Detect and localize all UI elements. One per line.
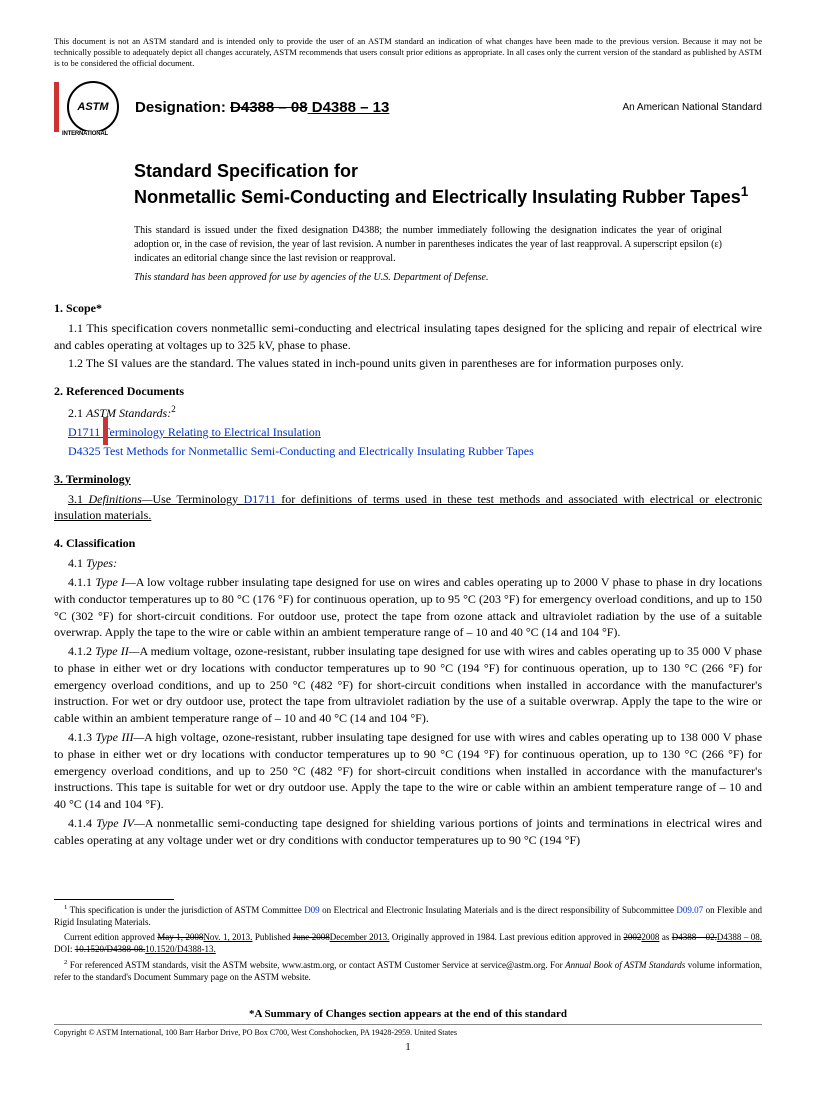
disclaimer-text: This document is not an ASTM standard an… <box>54 36 762 69</box>
standard-title: Standard Specification for Nonmetallic S… <box>134 159 762 210</box>
para-4-1-3: 4.1.3 Type III—A high voltage, ozone-res… <box>54 729 762 813</box>
footnote-rule <box>54 899 174 900</box>
header-row: ASTM INTERNATIONAL Designation: D4388 – … <box>54 79 762 135</box>
para-2-1: 2.1 ASTM Standards:2 <box>54 403 762 422</box>
section-refdocs: 2. Referenced Documents <box>54 384 762 399</box>
dod-note: This standard has been approved for use … <box>134 272 722 283</box>
footnote-1b: Current edition approved May 1, 2008Nov.… <box>54 931 762 955</box>
designation-text: Designation: D4388 – 08 D4388 – 13 <box>135 99 389 116</box>
ref-link[interactable]: D09.07 <box>676 905 703 915</box>
page-number: 1 <box>54 1041 762 1053</box>
footnote-1: 1 This specification is under the jurisd… <box>54 903 762 928</box>
para-4-1-2: 4.1.2 Type II—A medium voltage, ozone-re… <box>54 643 762 727</box>
ref-link[interactable]: D1711 <box>244 492 276 506</box>
para-1-2: 1.2 The SI values are the standard. The … <box>54 355 762 372</box>
old-designation: D4388 – 08 <box>230 99 308 116</box>
change-bar-icon <box>103 417 108 445</box>
section-terminology: 3. Terminology <box>54 472 762 487</box>
issuance-note: This standard is issued under the fixed … <box>134 224 722 266</box>
copyright-text: Copyright © ASTM International, 100 Barr… <box>54 1024 762 1037</box>
summary-changes: *A Summary of Changes section appears at… <box>54 1008 762 1020</box>
footnote-2: 2 For referenced ASTM standards, visit t… <box>54 958 762 983</box>
ref-link[interactable]: D09 <box>304 905 320 915</box>
para-4-1-1: 4.1.1 Type I—A low voltage rubber insula… <box>54 574 762 641</box>
new-designation: D4388 – 13 <box>308 99 390 116</box>
section-scope: 1. Scope* <box>54 301 762 316</box>
section-classification: 4. Classification <box>54 536 762 551</box>
para-3-1: 3.1 Definitions—Use Terminology D1711 fo… <box>54 491 762 525</box>
ref-d1711: D1711 Terminology Relating to Electrical… <box>54 424 762 441</box>
astm-logo: ASTM INTERNATIONAL <box>65 79 121 135</box>
ans-label: An American National Standard <box>622 102 762 113</box>
ref-link[interactable]: D1711 <box>68 425 100 439</box>
ref-d4325: D4325 Test Methods for Nonmetallic Semi-… <box>54 443 762 460</box>
para-4-1-4: 4.1.4 Type IV—A nonmetallic semi-conduct… <box>54 815 762 849</box>
para-1-1: 1.1 This specification covers nonmetalli… <box>54 320 762 354</box>
ref-link[interactable]: D4325 <box>68 444 101 458</box>
change-bar-icon <box>54 82 59 132</box>
para-4-1: 4.1 Types: <box>54 555 762 572</box>
